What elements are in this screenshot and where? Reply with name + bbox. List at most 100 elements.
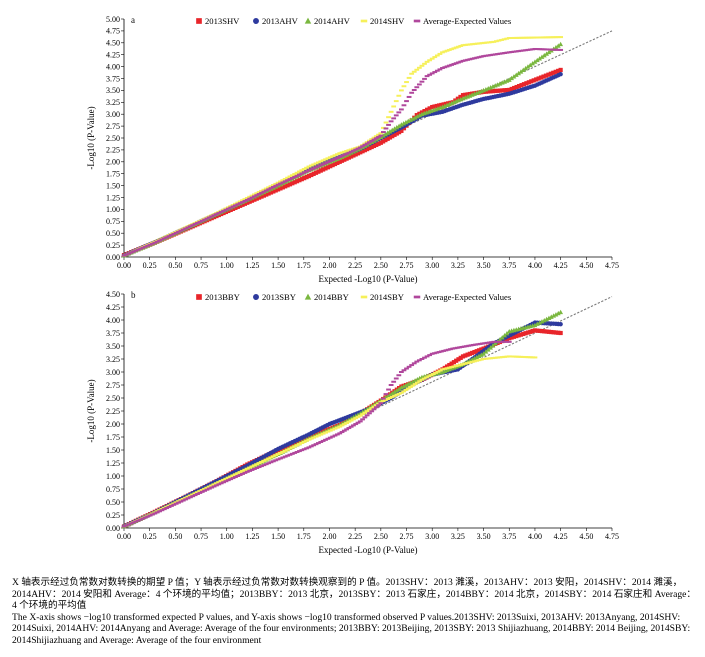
data-point <box>541 52 547 58</box>
data-point <box>411 89 417 92</box>
data-point <box>195 493 200 495</box>
data-point <box>280 179 286 182</box>
data-point <box>285 179 290 182</box>
data-point <box>157 510 162 513</box>
data-point <box>259 461 264 463</box>
data-point <box>383 131 388 137</box>
data-point <box>556 330 561 335</box>
data-point <box>228 478 234 481</box>
data-point <box>396 392 402 395</box>
data-point <box>270 185 276 188</box>
data-point <box>278 452 283 455</box>
data-point <box>280 185 285 190</box>
data-point <box>228 206 234 209</box>
data-point <box>422 109 427 114</box>
data-point <box>358 150 363 155</box>
data-point <box>264 192 269 197</box>
data-point <box>369 144 374 150</box>
y-tick-label: 3.00 <box>106 368 120 377</box>
data-point <box>367 141 372 144</box>
data-point <box>458 355 463 360</box>
data-point <box>458 94 463 100</box>
data-point <box>337 432 343 435</box>
data-point <box>378 134 384 137</box>
data-point <box>411 70 417 73</box>
data-point <box>497 337 503 342</box>
data-point <box>555 36 561 39</box>
data-point <box>304 439 309 442</box>
data-point <box>230 474 236 477</box>
data-point <box>316 165 321 168</box>
data-point <box>430 373 436 376</box>
data-point <box>424 107 430 112</box>
data-point <box>297 173 302 176</box>
data-point <box>306 173 312 179</box>
legend-entry: 2013SBY <box>253 292 296 302</box>
data-point <box>237 473 243 476</box>
data-point <box>369 407 375 410</box>
data-point <box>357 420 363 423</box>
data-point <box>455 96 460 101</box>
legend-entry: 2013AHV <box>253 16 299 26</box>
data-point <box>424 60 430 63</box>
y-axis-title: -Log10 (P-Value) <box>86 379 96 442</box>
data-point <box>197 220 203 223</box>
data-point <box>396 386 402 391</box>
data-point <box>401 369 407 372</box>
data-point <box>383 399 388 402</box>
data-point <box>346 151 352 154</box>
y-tick-label: 3.50 <box>106 342 120 351</box>
data-point <box>351 418 356 421</box>
data-point <box>190 495 196 498</box>
data-point <box>230 205 236 208</box>
data-point <box>383 121 389 124</box>
data-point <box>268 456 274 459</box>
data-point <box>474 354 480 360</box>
data-point <box>360 149 365 154</box>
data-point <box>390 134 395 139</box>
data-point <box>341 429 347 432</box>
data-point <box>393 377 399 380</box>
data-point <box>225 207 231 210</box>
data-point <box>495 88 500 93</box>
data-point <box>176 230 181 233</box>
data-point <box>185 497 191 500</box>
data-point <box>542 329 547 334</box>
data-point <box>470 350 475 356</box>
data-point <box>247 199 252 204</box>
data-point <box>491 340 497 343</box>
data-point <box>509 335 514 340</box>
data-point <box>304 17 312 24</box>
data-point <box>394 131 399 136</box>
data-point <box>553 312 559 317</box>
data-point <box>362 148 367 153</box>
data-point <box>197 491 203 494</box>
data-point <box>173 231 179 234</box>
data-point <box>313 166 319 169</box>
data-point <box>202 218 208 221</box>
data-point <box>426 375 432 378</box>
data-point <box>157 239 162 242</box>
data-point <box>544 51 550 56</box>
data-point <box>546 36 551 39</box>
data-point <box>332 161 338 167</box>
y-tick-label: 3.00 <box>106 110 120 119</box>
data-point <box>398 122 404 127</box>
x-tick-label: 4.50 <box>579 261 593 270</box>
data-point <box>353 148 359 151</box>
data-point <box>221 209 226 212</box>
data-point <box>501 340 507 343</box>
data-point <box>454 358 459 363</box>
data-point <box>534 77 539 82</box>
qq-plot-figure: 0.00 0.25 0.50 0.75 1.00 1.25 1.50 1.75 2.00 2.25… <box>86 15 619 555</box>
x-tick-label: 0.00 <box>117 261 131 270</box>
data-point <box>521 82 527 87</box>
legend-label: 2014AHV <box>314 16 351 26</box>
y-tick-label: 4.50 <box>106 290 120 299</box>
data-point <box>401 104 407 107</box>
data-point <box>299 172 305 175</box>
data-point <box>242 468 248 471</box>
expected-diagonal-line <box>123 296 613 529</box>
data-point <box>490 343 496 348</box>
data-point <box>196 294 202 300</box>
